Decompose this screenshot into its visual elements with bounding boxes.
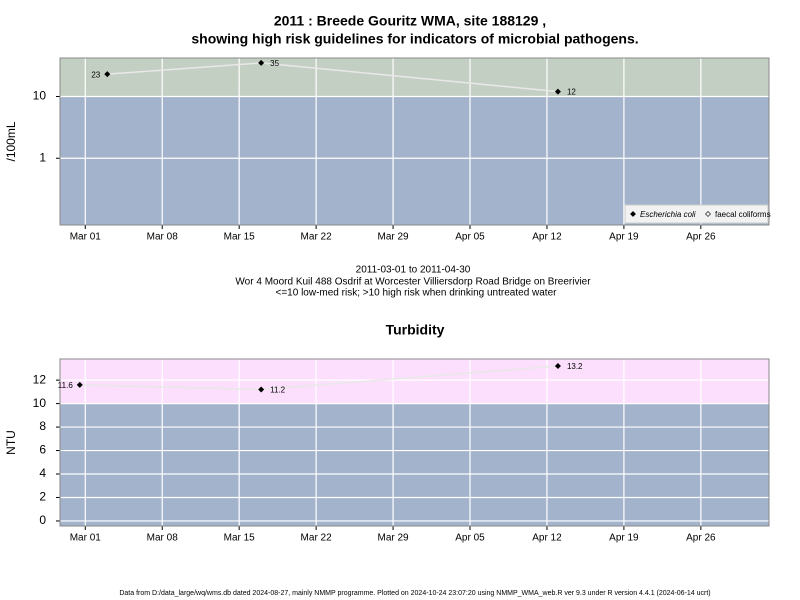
x-tick-label: Mar 22 bbox=[301, 232, 333, 243]
low-band bbox=[60, 96, 769, 226]
legend-marker bbox=[705, 211, 711, 217]
y-tick-label: 0 bbox=[39, 513, 46, 527]
value-label: 11.6 bbox=[58, 381, 74, 390]
x-tick-label: Mar 01 bbox=[70, 533, 102, 544]
x-tick-label: Apr 19 bbox=[609, 232, 639, 243]
y-tick-label: 4 bbox=[39, 466, 46, 480]
x-tick-label: Mar 29 bbox=[378, 232, 410, 243]
point bbox=[258, 59, 265, 66]
x-tick-label: Apr 26 bbox=[686, 533, 716, 544]
y-tick-label: 1 bbox=[39, 150, 46, 164]
y-tick-label: 2 bbox=[39, 490, 46, 504]
legend-label: Escherichia coli bbox=[640, 210, 696, 219]
x-tick-label: Mar 15 bbox=[224, 232, 256, 243]
x-tick-label: Mar 22 bbox=[301, 533, 333, 544]
legend-box bbox=[624, 204, 769, 224]
legend-label: faecal coliforms bbox=[715, 210, 771, 219]
x-tick-label: Mar 08 bbox=[147, 232, 179, 243]
x-tick-label: Apr 19 bbox=[609, 533, 639, 544]
y-axis-label: /100mL bbox=[4, 121, 18, 161]
point bbox=[104, 71, 111, 78]
subtitle: <=10 low-med risk; >10 high risk when dr… bbox=[276, 288, 558, 299]
plot-frame bbox=[59, 57, 770, 226]
subtitle: Wor 4 Moord Kuil 488 Osdrif at Worcester… bbox=[235, 277, 591, 288]
footer: Data from D:/data_large/wq/wms.db dated … bbox=[119, 590, 710, 597]
x-tick-label: Apr 12 bbox=[532, 533, 562, 544]
high-band bbox=[60, 359, 769, 404]
value-label: 13.2 bbox=[567, 362, 583, 371]
x-tick-label: Apr 05 bbox=[455, 533, 485, 544]
x-tick-label: Apr 12 bbox=[532, 232, 562, 243]
y-tick-label: 12 bbox=[33, 372, 47, 386]
chart-title: Turbidity bbox=[386, 322, 445, 338]
x-tick-label: Apr 05 bbox=[455, 232, 485, 243]
title: 2011 : Breede Gouritz WMA, site 188129 , bbox=[274, 13, 546, 29]
legend-marker bbox=[630, 211, 636, 217]
value-label: 12 bbox=[567, 88, 576, 97]
low-band bbox=[60, 403, 769, 526]
x-tick-label: Mar 29 bbox=[378, 533, 410, 544]
point bbox=[76, 381, 83, 388]
y-tick-label: 10 bbox=[33, 396, 47, 410]
y-tick-label: 8 bbox=[39, 419, 46, 433]
point bbox=[258, 386, 265, 393]
x-tick-label: Mar 01 bbox=[70, 232, 102, 243]
y-tick-label: 10 bbox=[33, 89, 47, 103]
y-tick-label: 6 bbox=[39, 443, 46, 457]
point bbox=[554, 88, 561, 95]
x-tick-label: Mar 08 bbox=[147, 533, 179, 544]
value-label: 35 bbox=[270, 59, 279, 68]
value-label: 23 bbox=[91, 70, 100, 79]
value-label: 11.2 bbox=[270, 386, 286, 395]
title: showing high risk guidelines for indicat… bbox=[191, 31, 638, 47]
y-axis-label: NTU bbox=[4, 430, 18, 455]
x-tick-label: Mar 15 bbox=[224, 533, 256, 544]
plot-frame bbox=[59, 358, 770, 527]
subtitle: 2011-03-01 to 2011-04-30 bbox=[356, 265, 471, 276]
point bbox=[554, 363, 561, 370]
x-tick-label: Apr 26 bbox=[686, 232, 716, 243]
